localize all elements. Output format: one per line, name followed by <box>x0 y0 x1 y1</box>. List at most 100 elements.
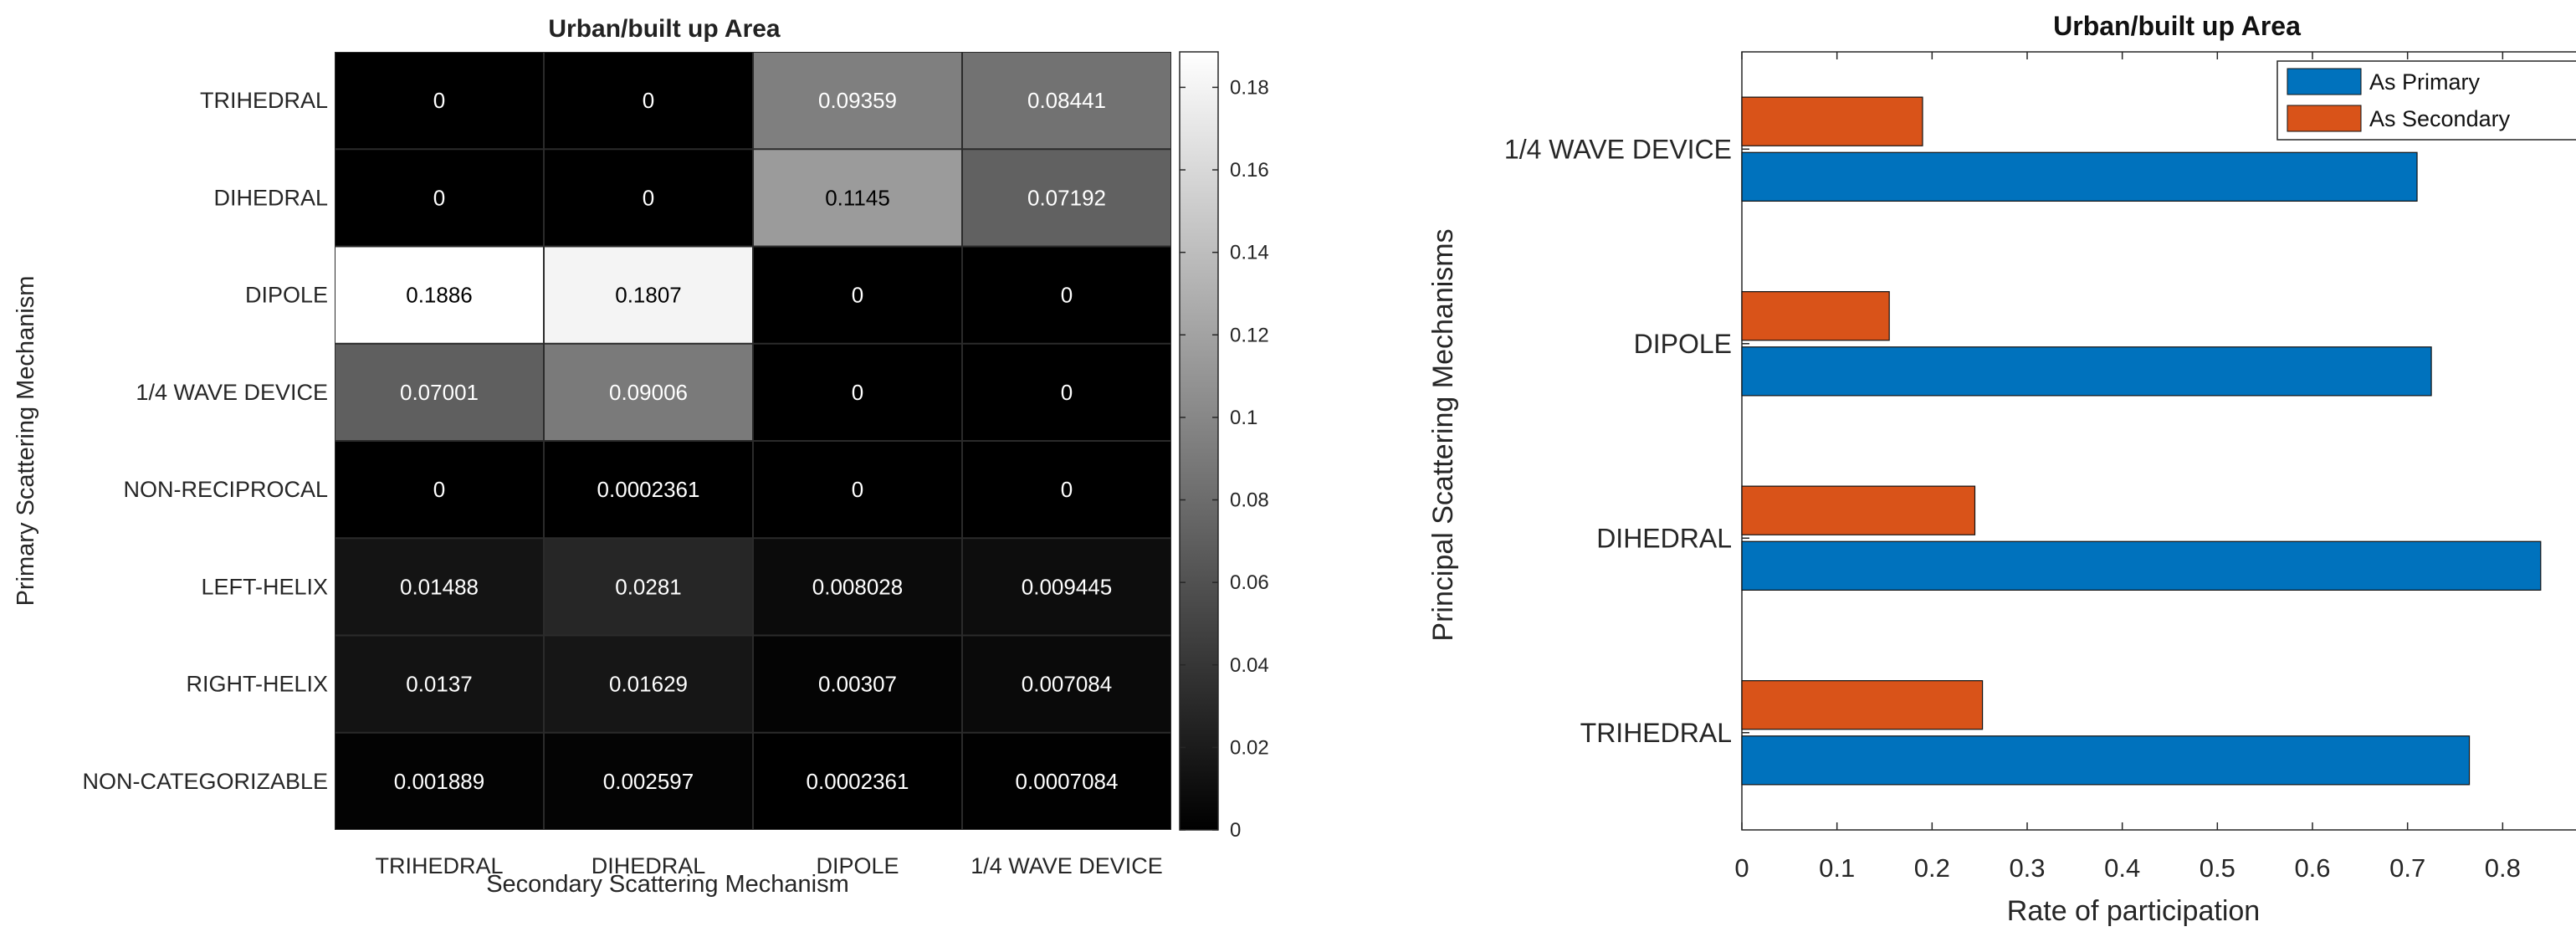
heatmap-row-label: DIHEDRAL <box>213 185 328 210</box>
heatmap-cell-label: 0 <box>433 477 445 502</box>
heatmap-row-label: NON-RECIPROCAL <box>123 477 328 502</box>
heatmap-cell <box>335 539 543 635</box>
bar-secondary <box>1741 485 1976 535</box>
heatmap-cell <box>754 636 961 732</box>
heatmap-cell-label: 0.07192 <box>1027 185 1106 210</box>
heatmap-cell <box>963 53 1170 149</box>
bar-category-label: DIHEDRAL <box>1596 523 1732 553</box>
bar-x-ticks: 0 0.1 0.2 0.3 0.4 0.5 0.6 0.7 0.8 <box>1734 52 2521 883</box>
bar-secondary <box>1741 291 1890 341</box>
colorbar-tick-label: 0.08 <box>1230 489 1269 512</box>
heatmap-cell-label: 0.0002361 <box>597 477 700 502</box>
bar-primary <box>1741 540 2542 591</box>
heatmap-cell <box>545 442 752 538</box>
heatmap-cell-label: 0 <box>852 283 863 308</box>
heatmap-cell-label: 0.00307 <box>818 672 897 697</box>
heatmap-cell-label: 0 <box>643 185 654 210</box>
heatmap-cell <box>754 344 961 440</box>
heatmap-cell <box>963 442 1170 538</box>
bar-chart-title: Urban/built up Area <box>2053 11 2301 41</box>
colorbar-tick-label: 0.04 <box>1230 654 1269 677</box>
heatmap-cell-label: 0.0007084 <box>1016 769 1119 794</box>
bar-x-tick-label: 0.6 <box>2294 853 2330 883</box>
bar-category-label: 1/4 WAVE DEVICE <box>1504 134 1732 164</box>
heatmap-cell <box>754 442 961 538</box>
heatmap-cell <box>545 733 752 829</box>
bar-category-labels: TRIHEDRAL DIHEDRAL DIPOLE 1/4 WAVE DEVICE <box>1504 134 1732 748</box>
heatmap-cells: 0 0 0.09359 0.08441 0 0 0.1145 0.07192 0.1886 0.1… <box>335 53 1170 829</box>
heatmap-cell <box>545 344 752 440</box>
colorbar-tick-label: 0.06 <box>1230 571 1269 594</box>
heatmap-cell <box>754 53 961 149</box>
bar-x-tick-label: 0.3 <box>2009 853 2045 883</box>
heatmap-row-label: LEFT-HELIX <box>201 574 328 599</box>
heatmap-row-label: 1/4 WAVE DEVICE <box>136 380 328 405</box>
heatmap-column-label: TRIHEDRAL <box>375 853 503 878</box>
heatmap-cell <box>963 150 1170 246</box>
heatmap-cell <box>335 53 543 149</box>
colorbar-tick-label: 0.1 <box>1230 407 1257 429</box>
legend-swatch-secondary <box>2287 105 2362 132</box>
heatmap-cell-label: 0.0137 <box>406 672 473 697</box>
heatmap-cell <box>335 344 543 440</box>
heatmap-cell-label: 0.007084 <box>1022 672 1112 697</box>
bar-secondary <box>1741 680 1984 730</box>
legend-label-secondary: As Secondary <box>2369 106 2511 131</box>
heatmap-row-label: DIPOLE <box>245 283 328 308</box>
heatmap-cell-label: 0.0281 <box>615 574 682 599</box>
colorbar-ticks: 0 0.02 0.04 0.06 0.08 0.1 0.12 0.14 0.16 0.18 <box>1180 76 1269 842</box>
colorbar-tick-label: 0.12 <box>1230 324 1269 346</box>
bar-x-tick-label: 0.8 <box>2485 853 2521 883</box>
heatmap-cell-label: 0.009445 <box>1022 574 1112 599</box>
heatmap-cell <box>335 636 543 732</box>
heatmap-cell-label: 0.0002361 <box>807 769 909 794</box>
legend-label-primary: As Primary <box>2369 69 2481 95</box>
heatmap-cell <box>963 344 1170 440</box>
bar-x-axis-label: Rate of participation <box>2007 895 2260 927</box>
bar-x-tick-label: 0.1 <box>1819 853 1855 883</box>
heatmap-cell <box>545 150 752 246</box>
bar-x-tick-label: 0.5 <box>2200 853 2235 883</box>
colorbar-tick-label: 0.16 <box>1230 159 1269 182</box>
heatmap-cell-label: 0 <box>1061 477 1073 502</box>
bar-primary <box>1741 735 2471 786</box>
bar-x-tick-label: 0 <box>1734 853 1749 883</box>
heatmap-cell-label: 0.09006 <box>609 380 688 405</box>
heatmap-cell <box>754 733 961 829</box>
heatmap-cell-label: 0.001889 <box>394 769 484 794</box>
bar-y-axis-label: Principal Scattering Mechanisms <box>1427 228 1459 641</box>
heatmap-cell <box>545 539 752 635</box>
heatmap-cell-label: 0.1886 <box>406 283 473 308</box>
heatmap-row-label: NON-CATEGORIZABLE <box>82 769 328 794</box>
heatmap-cell-label: 0.01488 <box>400 574 479 599</box>
heatmap-cell <box>963 539 1170 635</box>
colorbar <box>1179 51 1219 831</box>
heatmap-row-label: TRIHEDRAL <box>200 88 328 113</box>
legend-swatch-primary <box>2287 68 2362 95</box>
heatmap-cell-label: 0 <box>852 477 863 502</box>
heatmap-cell <box>335 442 543 538</box>
heatmap-x-axis-label: Secondary Scattering Mechanism <box>486 871 849 898</box>
heatmap-cell-label: 0.002597 <box>603 769 694 794</box>
heatmap-cell-label: 0.008028 <box>812 574 903 599</box>
heatmap-cell-label: 0.08441 <box>1027 88 1106 113</box>
bar-y-tick-marks <box>1742 148 1749 734</box>
colorbar-tick-label: 0.18 <box>1230 76 1269 99</box>
heatmap-cell <box>754 539 961 635</box>
heatmap-cell <box>963 247 1170 343</box>
bar-x-tick-label: 0.7 <box>2389 853 2425 883</box>
heatmap-cell-label: 0.1807 <box>615 283 682 308</box>
bar-primary <box>1741 151 2418 202</box>
heatmap-row-label: RIGHT-HELIX <box>186 672 328 697</box>
heatmap-cell-label: 0.09359 <box>818 88 897 113</box>
heatmap-column-label: DIPOLE <box>816 853 899 878</box>
heatmap-cell <box>545 636 752 732</box>
heatmap-cell-label: 0 <box>852 380 863 405</box>
heatmap-cell <box>754 150 961 246</box>
heatmap-title: Urban/built up Area <box>548 15 781 43</box>
heatmap-row-labels: TRIHEDRAL DIHEDRAL DIPOLE 1/4 WAVE DEVICE NO… <box>82 88 328 794</box>
bar-category-label: DIPOLE <box>1634 329 1732 359</box>
heatmap-cell-label: 0.01629 <box>609 672 688 697</box>
bar-category-label: TRIHEDRAL <box>1580 718 1732 748</box>
